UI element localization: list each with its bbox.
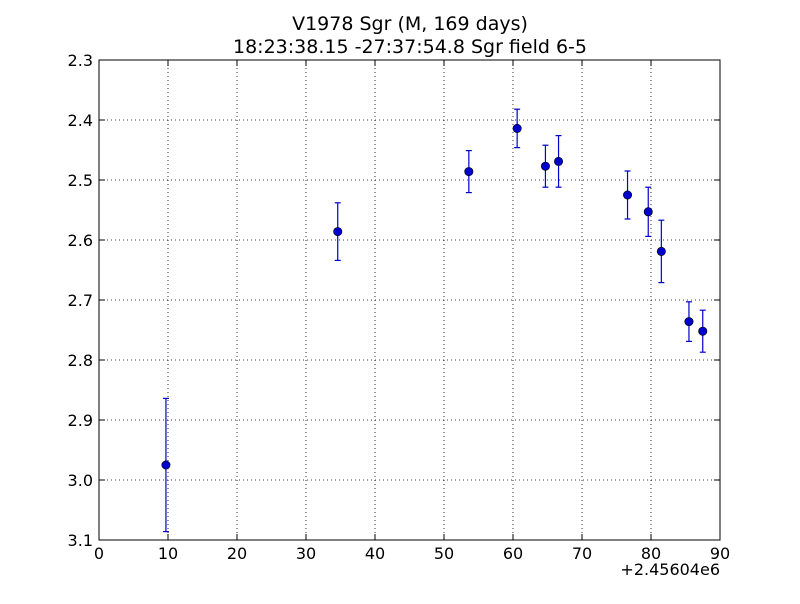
- x-tick-label: 60: [503, 544, 523, 563]
- x-tick-label: 80: [641, 544, 661, 563]
- y-tick-label: 2.7: [68, 291, 93, 310]
- data-point: [684, 317, 694, 327]
- y-tick-label: 2.8: [68, 351, 93, 370]
- x-tick-label: 20: [227, 544, 247, 563]
- chart-subtitle: 18:23:38.15 -27:37:54.8 Sgr field 6-5: [233, 36, 587, 58]
- data-point: [623, 190, 633, 200]
- y-tick-label: 2.3: [68, 51, 93, 70]
- y-tick-label: 2.4: [68, 111, 93, 130]
- chart-title: V1978 Sgr (M, 169 days): [292, 13, 528, 35]
- x-tick-label: 0: [94, 544, 104, 563]
- x-tick-label: 70: [572, 544, 592, 563]
- x-tick-label: 90: [710, 544, 730, 563]
- x-offset-label: +2.45604e6: [620, 560, 720, 579]
- data-point: [656, 246, 666, 256]
- data-points: [161, 123, 708, 470]
- error-bars: [162, 108, 706, 533]
- x-tick-label: 50: [434, 544, 454, 563]
- data-point: [698, 326, 708, 336]
- plot-frame: [98, 59, 721, 541]
- y-tick-label: 2.5: [68, 171, 93, 190]
- y-tick-label: 2.6: [68, 231, 93, 250]
- data-point: [333, 227, 343, 237]
- x-tick-label: 40: [365, 544, 385, 563]
- y-tick-label: 3.1: [68, 531, 93, 550]
- data-point: [540, 161, 550, 171]
- data-point: [512, 123, 522, 133]
- y-tick-label: 2.9: [68, 411, 93, 430]
- data-point: [643, 207, 653, 217]
- x-tick-label: 30: [296, 544, 316, 563]
- data-point: [554, 156, 564, 166]
- axis-ticks: 0 10 20 30 40 50 60 70 80 90 2.3 2.4 2.5 2.6 2.7 2.8 2.9…: [68, 51, 731, 563]
- x-tick-label: 10: [158, 544, 178, 563]
- data-point: [161, 460, 171, 470]
- grid: [99, 60, 720, 540]
- y-tick-label: 3.0: [68, 471, 93, 490]
- data-point: [464, 167, 474, 177]
